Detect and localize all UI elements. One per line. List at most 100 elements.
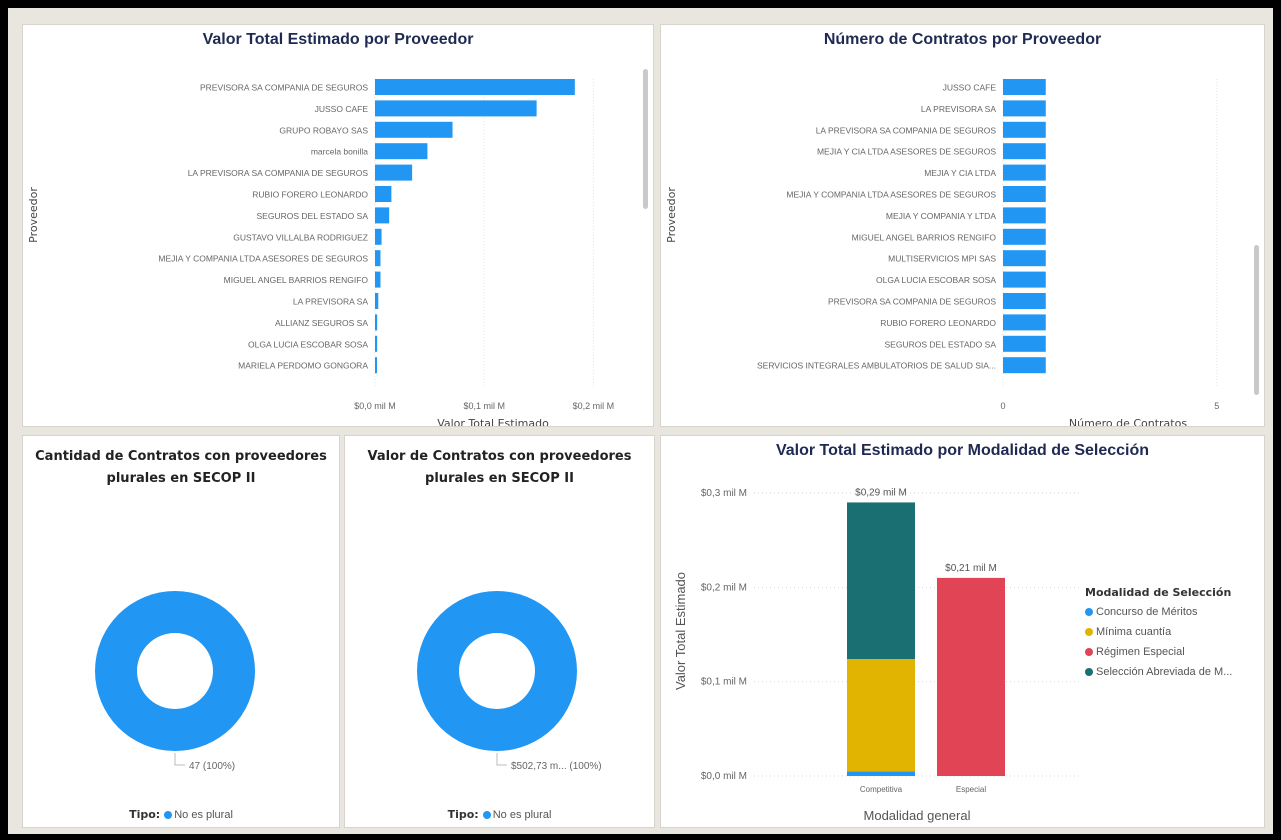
category-label: JUSSO CAFE (315, 104, 369, 114)
bar (375, 229, 382, 245)
category-label: MARIELA PERDOMO GONGORA (238, 361, 368, 371)
dashboard: Valor Total Estimado por Proveedor $0,0 … (8, 8, 1273, 834)
data-label: 47 (100%) (189, 761, 235, 772)
leader-line (175, 753, 185, 765)
category-label: MIGUEL ANGEL BARRIOS RENGIFO (224, 275, 369, 285)
x-tick-label: $0,0 mil M (354, 401, 396, 411)
category-label: RUBIO FORERO LEONARDO (252, 190, 368, 200)
bar (375, 336, 377, 352)
legend-item-regimen[interactable]: Régimen Especial (1085, 646, 1232, 658)
category-label: SERVICIOS INTEGRALES AMBULATORIOS DE SAL… (757, 361, 996, 371)
chart-valor-por-proveedor[interactable]: Valor Total Estimado por Proveedor $0,0 … (22, 24, 654, 427)
x-tick-label: $0,2 mil M (573, 401, 615, 411)
legend-dot (1085, 648, 1093, 656)
stacked-bar-segment (847, 502, 915, 659)
legend-item-seleccion[interactable]: Selección Abreviada de M... (1085, 666, 1232, 678)
bar (1003, 207, 1046, 223)
legend-label: Tipo: (448, 808, 479, 821)
legend-label: Mínima cuantía (1096, 626, 1171, 638)
y-tick-label: $0,2 mil M (701, 582, 747, 593)
bar (375, 272, 380, 288)
category-label: MULTISERVICIOS MPI SAS (888, 254, 996, 264)
category-label: GRUPO ROBAYO SAS (279, 125, 368, 135)
x-tick-label: Competitiva (860, 785, 903, 794)
y-tick-label: $0,0 mil M (701, 771, 747, 782)
bar (1003, 122, 1046, 138)
leader-line (497, 753, 507, 765)
legend-item-concurso[interactable]: Concurso de Méritos (1085, 606, 1232, 618)
x-axis-title: Número de Contratos (1069, 417, 1187, 427)
category-label: ALLIANZ SEGUROS SA (275, 318, 368, 328)
legend-dot (1085, 628, 1093, 636)
stacked-bar-segment (847, 659, 915, 771)
category-label: MEJIA Y COMPANIA LTDA ASESORES DE SEGURO… (786, 190, 996, 200)
stacked-bar-segment (937, 578, 1005, 776)
scrollbar[interactable] (1254, 245, 1259, 395)
category-label: MEJIA Y COMPANIA Y LTDA (886, 211, 996, 221)
bar (375, 293, 378, 309)
bar (1003, 186, 1046, 202)
total-label: $0,29 mil M (855, 487, 907, 498)
legend-item-minima[interactable]: Mínima cuantía (1085, 626, 1232, 638)
valor-donut: $502,73 m... (100%) (345, 436, 655, 828)
legend-dot (164, 811, 172, 819)
donut-legend: Tipo: No es plural (345, 808, 654, 821)
x-axis-title: Modalidad general (864, 808, 971, 823)
category-label: LA PREVISORA SA COMPANIA DE SEGUROS (188, 168, 369, 178)
stacked-bar-segment (847, 771, 915, 776)
category-label: MEJIA Y COMPANIA LTDA ASESORES DE SEGURO… (158, 254, 368, 264)
bar (375, 207, 389, 223)
category-label: PREVISORA SA COMPANIA DE SEGUROS (828, 297, 996, 307)
category-label: GUSTAVO VILLALBA RODRIGUEZ (233, 232, 368, 242)
category-label: MEJIA Y CIA LTDA ASESORES DE SEGUROS (817, 147, 996, 157)
bar (1003, 314, 1046, 330)
y-tick-label: $0,1 mil M (701, 677, 747, 688)
chart-cantidad-plurales[interactable]: Cantidad de Contratos con proveedores plu… (22, 435, 340, 828)
bar (375, 79, 575, 95)
valor-proveedor-plot: $0,0 mil M $0,1 mil M $0,2 mil M PREVISORA … (23, 25, 654, 427)
y-axis-title: Proveedor (665, 187, 678, 243)
category-label: OLGA LUCIA ESCOBAR SOSA (248, 339, 368, 349)
chart-contratos-por-proveedor[interactable]: Número de Contratos por Proveedor 0 5 JUSS… (660, 24, 1265, 427)
category-label: PREVISORA SA COMPANIA DE SEGUROS (200, 83, 368, 93)
donut-legend: Tipo: No es plural (23, 808, 339, 821)
donut-slice (95, 591, 255, 751)
bar (1003, 336, 1046, 352)
x-tick-label: 0 (1000, 401, 1005, 411)
category-label: OLGA LUCIA ESCOBAR SOSA (876, 275, 996, 285)
bar (375, 186, 391, 202)
bar (1003, 272, 1046, 288)
contratos-proveedor-plot: 0 5 JUSSO CAFE LA PREVISORA SA LA PREVISORA … (661, 25, 1265, 427)
donut-slice (417, 591, 577, 751)
chart-valor-modalidad[interactable]: Valor Total Estimado por Modalidad de Se… (660, 435, 1265, 828)
legend-dot (483, 811, 491, 819)
bar (375, 314, 377, 330)
legend-dot (1085, 668, 1093, 676)
legend-item: No es plural (174, 809, 233, 821)
bar (1003, 357, 1046, 373)
bar (375, 250, 380, 266)
total-label: $0,21 mil M (945, 563, 997, 574)
bar (1003, 100, 1046, 116)
legend-dot (1085, 608, 1093, 616)
legend-label: Régimen Especial (1096, 646, 1185, 658)
category-label: LA PREVISORA SA (921, 104, 996, 114)
bar (1003, 229, 1046, 245)
scrollbar[interactable] (643, 69, 648, 209)
category-label: marcela bonilla (311, 147, 368, 157)
chart-valor-plurales[interactable]: Valor de Contratos con proveedores plural… (344, 435, 655, 828)
modalidad-legend: Modalidad de Selección Concurso de Mérit… (1085, 586, 1232, 686)
x-tick-label: Especial (956, 785, 986, 794)
legend-label: Concurso de Méritos (1096, 606, 1198, 618)
x-axis-title: Valor Total Estimado (437, 417, 549, 427)
category-label: MIGUEL ANGEL BARRIOS RENGIFO (852, 232, 997, 242)
bar (375, 122, 453, 138)
category-label: LA PREVISORA SA (293, 297, 368, 307)
category-label: LA PREVISORA SA COMPANIA DE SEGUROS (816, 125, 997, 135)
category-label: SEGUROS DEL ESTADO SA (257, 211, 369, 221)
data-label: $502,73 m... (100%) (511, 761, 602, 772)
x-tick-label: 5 (1214, 401, 1219, 411)
cantidad-donut: 47 (100%) (23, 436, 340, 828)
category-label: JUSSO CAFE (943, 83, 997, 93)
y-axis-title: Valor Total Estimado (673, 572, 688, 690)
